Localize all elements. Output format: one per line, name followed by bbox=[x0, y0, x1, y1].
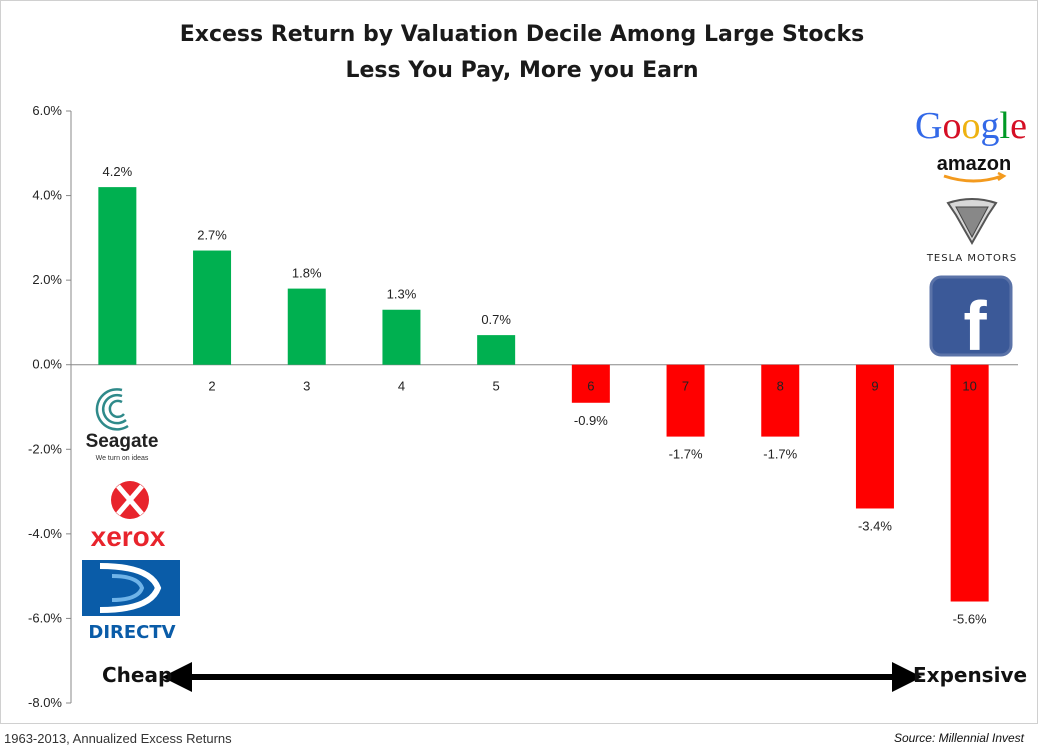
bars bbox=[98, 187, 989, 602]
y-tick-label: -2.0% bbox=[28, 441, 62, 456]
x-tick-label: 5 bbox=[493, 379, 500, 394]
facebook-wordmark: f bbox=[963, 287, 987, 358]
facebook-logo-icon: f bbox=[929, 275, 1013, 358]
x-tick-label: 10 bbox=[962, 379, 976, 394]
y-tick-label: -6.0% bbox=[28, 610, 62, 625]
directv-wordmark: DIRECTV bbox=[88, 622, 175, 643]
x-tick-label: 8 bbox=[777, 379, 784, 394]
data-label: 2.7% bbox=[197, 228, 227, 243]
data-label: -3.4% bbox=[858, 518, 892, 533]
bar bbox=[287, 288, 326, 365]
bar bbox=[571, 364, 610, 403]
x-tick-label: 4 bbox=[398, 379, 405, 394]
tesla-logo-icon: TESLA MOTORS bbox=[926, 198, 1017, 264]
bar bbox=[761, 364, 800, 437]
y-tick-label: 2.0% bbox=[32, 272, 62, 287]
chart-subtitle: Less You Pay, More you Earn bbox=[345, 58, 699, 83]
y-tick-label: -8.0% bbox=[28, 695, 62, 710]
data-label: -1.7% bbox=[763, 447, 797, 462]
data-label: -5.6% bbox=[953, 612, 987, 627]
amazon-logo-icon: amazon bbox=[937, 153, 1011, 183]
bar bbox=[666, 364, 705, 437]
google-logo-icon: Google bbox=[915, 105, 1027, 147]
data-label: 4.2% bbox=[103, 164, 133, 179]
y-tick-label: 6.0% bbox=[32, 103, 62, 118]
bar bbox=[950, 364, 989, 602]
data-labels: 4.2% 2 2.7% 3 1.8% 4 1.3% 5 0.7% 6 -0.9% 7 -1.7% 8 -1.… bbox=[103, 164, 988, 626]
bar bbox=[855, 364, 894, 509]
amazon-wordmark: amazon bbox=[937, 153, 1011, 175]
y-tick-label: -4.0% bbox=[28, 526, 62, 541]
data-label: -1.7% bbox=[669, 447, 703, 462]
chart-title: Excess Return by Valuation Decile Among … bbox=[179, 22, 865, 47]
seagate-wordmark: Seagate bbox=[86, 431, 159, 452]
data-label: 1.3% bbox=[387, 287, 417, 302]
x-tick-label: 7 bbox=[682, 379, 689, 394]
bar bbox=[193, 250, 232, 365]
data-label: 0.7% bbox=[481, 312, 511, 327]
google-wordmark: Google bbox=[915, 105, 1027, 147]
y-tick-label: 0.0% bbox=[32, 357, 62, 372]
seagate-logo-icon: Seagate We turn on ideas bbox=[86, 388, 159, 462]
xerox-logo-icon: xerox bbox=[91, 481, 166, 550]
bar bbox=[477, 335, 516, 365]
cheap-label: Cheap bbox=[102, 663, 173, 687]
x-tick-label: 3 bbox=[303, 379, 310, 394]
footnote: 1963-2013, Annualized Excess Returns bbox=[4, 731, 232, 746]
y-tick-label: 4.0% bbox=[32, 188, 62, 203]
x-tick-label: 2 bbox=[208, 379, 215, 394]
seagate-tagline: We turn on ideas bbox=[96, 455, 149, 462]
tesla-wordmark: TESLA MOTORS bbox=[926, 253, 1017, 264]
directv-logo-icon: DIRECTV bbox=[82, 560, 180, 643]
data-label: -0.9% bbox=[574, 413, 608, 428]
x-tick-label: 9 bbox=[871, 379, 878, 394]
bar bbox=[98, 187, 137, 365]
x-tick-label: 6 bbox=[587, 379, 594, 394]
xerox-wordmark: xerox bbox=[91, 521, 166, 550]
data-label: 1.8% bbox=[292, 266, 322, 281]
source-note: Source: Millennial Invest bbox=[893, 731, 1024, 745]
expensive-label: Expensive bbox=[913, 663, 1028, 687]
bar bbox=[382, 309, 421, 365]
